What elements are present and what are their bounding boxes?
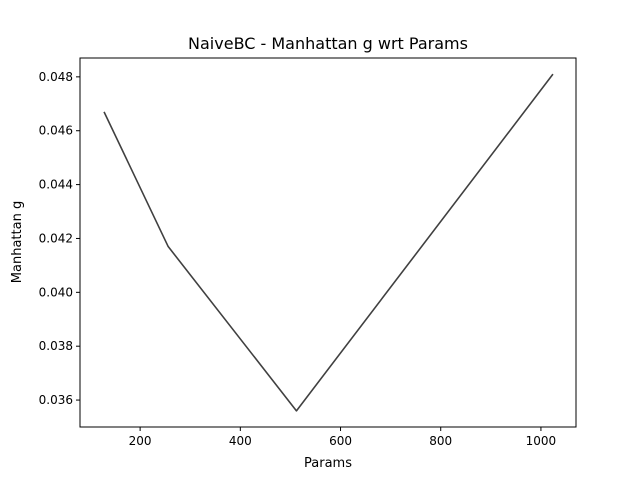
- y-tick-label: 0.036: [39, 393, 73, 407]
- y-axis: 0.036 0.038 0.040 0.042 0.044 0.046 0.048: [39, 70, 80, 407]
- x-tick-label: 200: [129, 434, 152, 448]
- y-tick-label: 0.044: [39, 178, 73, 192]
- chart-title: NaiveBC - Manhattan g wrt Params: [188, 34, 468, 53]
- y-axis-label: Manhattan g: [10, 201, 25, 283]
- x-tick-label: 1000: [526, 434, 557, 448]
- y-tick-label: 0.038: [39, 339, 73, 353]
- series-line-0: [103, 73, 554, 412]
- x-axis-label: Params: [304, 456, 352, 471]
- x-tick-label: 400: [229, 434, 252, 448]
- y-tick-label: 0.042: [39, 231, 73, 245]
- plot-frame: [79, 57, 577, 428]
- y-tick-label: 0.046: [39, 124, 73, 138]
- x-axis: 200 400 600 800 1000: [129, 427, 557, 448]
- x-tick-label: 600: [329, 434, 352, 448]
- x-tick-label: 800: [429, 434, 452, 448]
- plot-area: [103, 73, 554, 412]
- y-tick-label: 0.048: [39, 70, 73, 84]
- y-tick-label: 0.040: [39, 285, 73, 299]
